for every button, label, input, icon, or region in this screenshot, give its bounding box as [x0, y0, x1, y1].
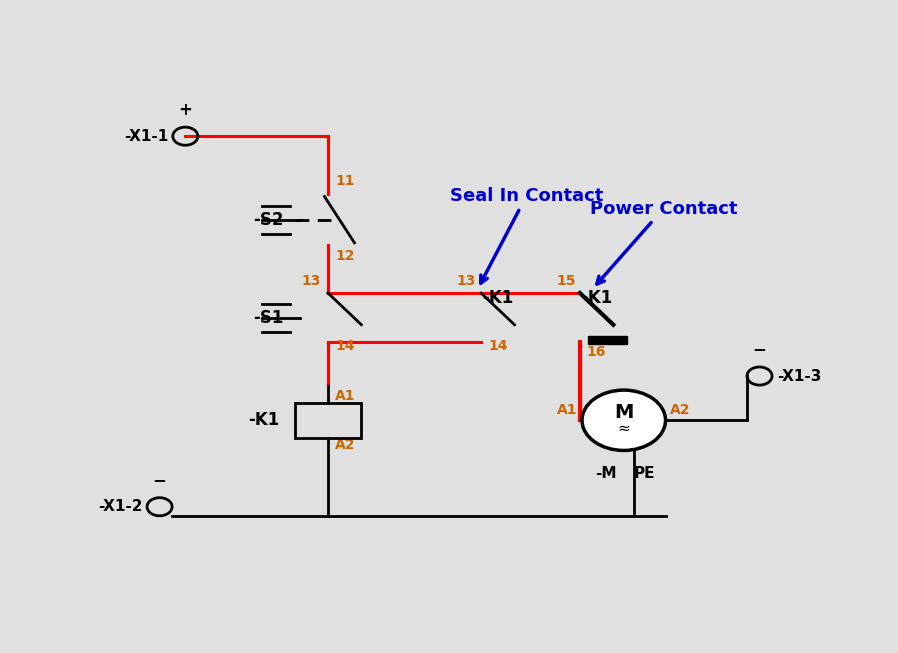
Text: 13: 13 [456, 274, 476, 288]
Text: 14: 14 [489, 340, 507, 353]
Text: PE: PE [634, 466, 656, 481]
Text: A2: A2 [670, 404, 691, 417]
Text: 13: 13 [302, 274, 321, 288]
Text: -X1-1: -X1-1 [124, 129, 168, 144]
Text: 12: 12 [335, 249, 355, 263]
Text: -X1-3: -X1-3 [777, 368, 822, 383]
Text: -S2: -S2 [253, 211, 284, 229]
Text: 11: 11 [335, 174, 355, 188]
Text: A1: A1 [558, 404, 577, 417]
Text: 16: 16 [587, 345, 606, 359]
Text: ≈: ≈ [618, 421, 630, 436]
Text: A1: A1 [335, 389, 356, 403]
Text: -K1: -K1 [581, 289, 612, 307]
Text: 14: 14 [335, 340, 355, 353]
Text: −: − [153, 471, 166, 489]
Text: Power Contact: Power Contact [590, 200, 737, 284]
Text: -S1: -S1 [253, 309, 283, 326]
Text: M: M [614, 403, 633, 422]
Text: +: + [179, 101, 192, 119]
Text: -K1: -K1 [482, 289, 514, 307]
Text: Seal In Contact: Seal In Contact [450, 187, 603, 283]
Text: -X1-2: -X1-2 [98, 500, 142, 515]
Text: -M: -M [595, 466, 617, 481]
Bar [588, 336, 627, 344]
Text: A2: A2 [335, 438, 356, 452]
Text: −: − [753, 340, 766, 358]
Text: -K1: -K1 [248, 411, 279, 429]
Text: 15: 15 [556, 274, 576, 288]
Circle shape [582, 390, 665, 451]
Bar [295, 403, 361, 438]
